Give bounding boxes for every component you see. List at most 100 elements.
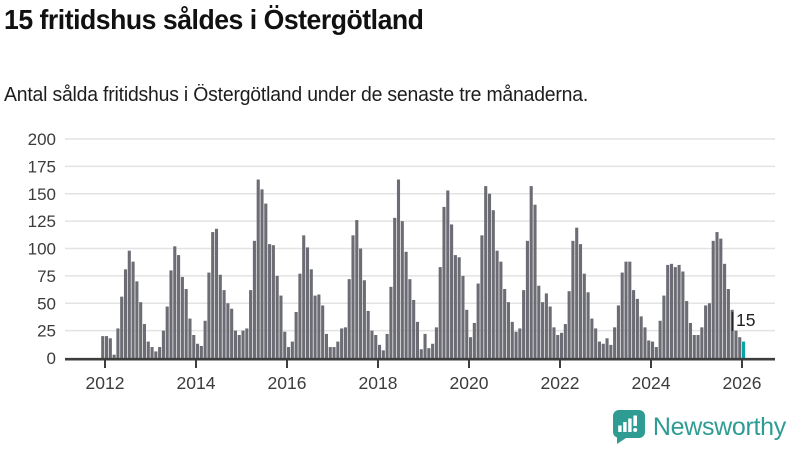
- bar: [639, 316, 643, 358]
- bar: [328, 347, 332, 358]
- bar: [552, 327, 556, 358]
- bar: [173, 246, 177, 358]
- bar: [609, 344, 613, 358]
- bar: [654, 347, 658, 358]
- bar: [142, 324, 147, 359]
- bar: [237, 335, 241, 358]
- y-tick-label: 25: [37, 322, 56, 341]
- bar: [522, 290, 526, 358]
- bar: [309, 269, 313, 358]
- x-tick-label: 2016: [268, 373, 307, 393]
- bar: [681, 271, 685, 358]
- x-tick-label: 2012: [86, 373, 125, 393]
- bar: [525, 240, 529, 358]
- bar: [594, 328, 598, 358]
- bar: [601, 343, 605, 358]
- bar: [400, 221, 404, 359]
- bar: [457, 257, 461, 358]
- bar: [324, 333, 329, 358]
- bar: [123, 269, 128, 358]
- bar: [643, 327, 647, 358]
- bar: [116, 328, 120, 358]
- bar: [302, 235, 306, 358]
- bar: [476, 283, 480, 358]
- y-tick-label: 175: [28, 157, 56, 176]
- bar: [597, 341, 602, 358]
- bar: [161, 330, 165, 359]
- bar: [632, 290, 636, 358]
- bar: [192, 335, 196, 358]
- bar: [317, 294, 321, 358]
- y-tick-label: 125: [28, 212, 56, 231]
- bar: [207, 272, 211, 358]
- bar: [620, 272, 624, 358]
- bar: [726, 289, 730, 358]
- newsworthy-logo-icon: [612, 410, 645, 444]
- x-tick-label: 2026: [723, 373, 762, 393]
- bar: [666, 264, 670, 359]
- bar: [139, 302, 143, 358]
- bar: [715, 232, 719, 358]
- bar: [214, 228, 219, 358]
- bar: [480, 235, 484, 358]
- bar: [677, 264, 681, 359]
- bar: [487, 193, 492, 358]
- bar: [127, 250, 131, 358]
- bar: [158, 347, 162, 358]
- bar: [393, 217, 397, 358]
- bar: [616, 305, 620, 358]
- x-tick-label: 2014: [177, 373, 216, 393]
- bar: [146, 341, 150, 358]
- bar: [465, 309, 469, 358]
- bar: [688, 322, 693, 358]
- last-value-label: 15: [736, 310, 755, 330]
- bar: [719, 238, 723, 358]
- bar: [180, 276, 184, 358]
- bar: [541, 302, 545, 358]
- x-tick-label: 2020: [450, 373, 489, 393]
- bar: [423, 333, 427, 358]
- bar: [256, 179, 260, 358]
- bar: [218, 274, 222, 358]
- bar: [150, 347, 154, 358]
- bar: [298, 273, 302, 358]
- bar: [578, 244, 583, 358]
- bar: [450, 224, 454, 358]
- newsworthy-logo-text: Newsworthy: [652, 412, 786, 441]
- bar: [154, 351, 158, 358]
- bar: [556, 335, 560, 358]
- bar: [431, 343, 435, 358]
- bar: [438, 267, 442, 358]
- bar: [707, 303, 711, 358]
- bar: [658, 320, 662, 358]
- bar: [188, 318, 192, 358]
- bar: [647, 340, 651, 358]
- bar: [624, 261, 628, 358]
- bar: [366, 310, 370, 359]
- y-tick-label: 50: [37, 294, 56, 313]
- bar: [419, 349, 423, 358]
- bar: [252, 240, 256, 358]
- bar: [120, 296, 124, 358]
- bar: [340, 328, 344, 358]
- bar: [730, 309, 734, 358]
- bar: [669, 263, 674, 358]
- bar: [446, 190, 450, 358]
- x-tick-label: 2018: [359, 373, 398, 393]
- bar: [605, 338, 609, 358]
- bar: [582, 273, 586, 358]
- bar: [560, 332, 564, 358]
- bar: [613, 327, 617, 358]
- y-tick-label: 0: [47, 349, 56, 368]
- bar: [332, 347, 336, 358]
- bar: [336, 341, 340, 358]
- bar: [241, 330, 245, 359]
- bar: [590, 318, 594, 358]
- bar: [408, 279, 412, 358]
- bar: [472, 322, 476, 358]
- page-title: 15 fritidshus såldes i Östergötland: [4, 4, 424, 35]
- bar: [738, 337, 742, 358]
